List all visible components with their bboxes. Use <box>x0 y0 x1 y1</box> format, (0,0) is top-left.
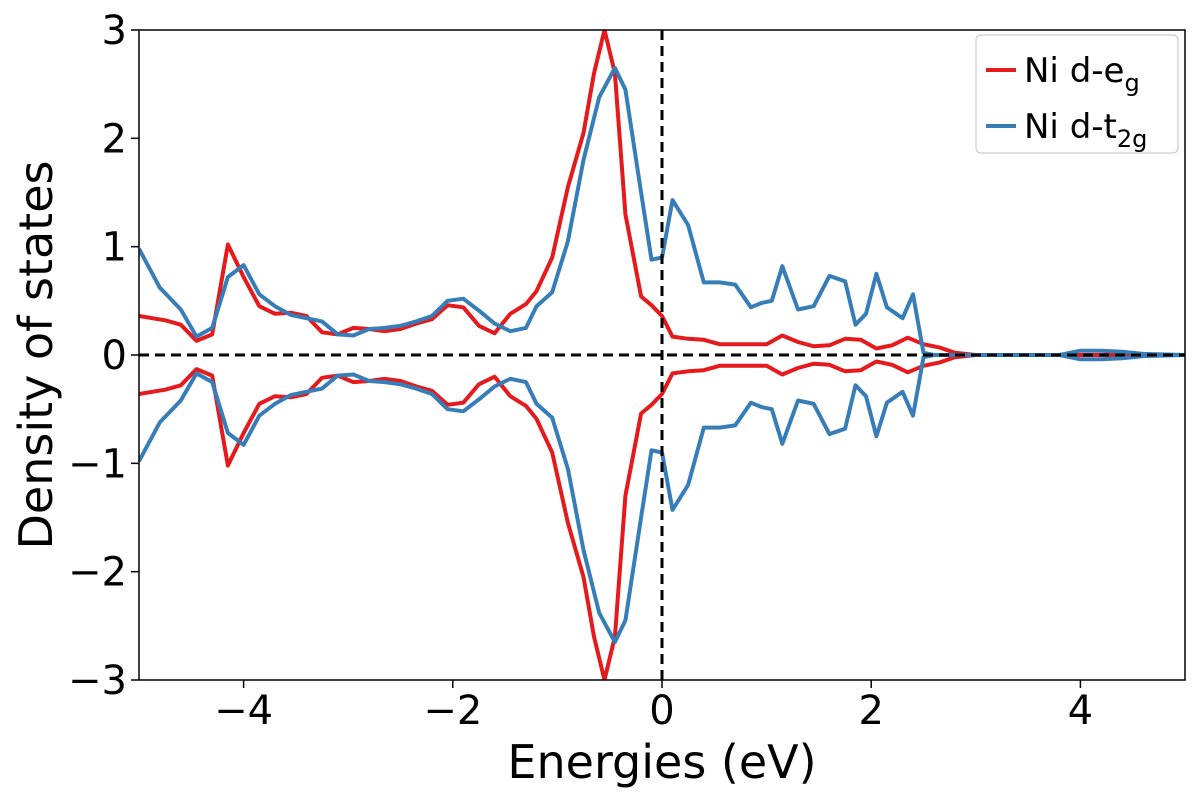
x-axis-ticks: −4 −2 0 2 4 <box>214 680 1093 734</box>
y-axis-ticks: −3 −2 −1 0 1 2 3 <box>68 8 139 704</box>
x-tick-label: −2 <box>423 688 482 734</box>
legend-box <box>975 34 1179 154</box>
x-tick-label: 0 <box>649 688 674 734</box>
y-axis-title: Density of states <box>9 161 63 550</box>
legend: Ni d-eg Ni d-t2g <box>975 34 1179 154</box>
y-tick-label: −2 <box>68 550 127 596</box>
series-1-up-line <box>139 65 1185 357</box>
y-tick-label: 3 <box>102 8 127 54</box>
series-1-down-line <box>139 353 1185 645</box>
plot-area <box>139 30 1185 680</box>
legend-label-0: Ni d-eg <box>1024 51 1140 97</box>
y-tick-label: −3 <box>68 658 127 704</box>
y-tick-label: 2 <box>102 116 127 162</box>
series-layer <box>139 30 1185 680</box>
x-tick-label: 2 <box>858 688 883 734</box>
y-tick-label: 1 <box>102 225 127 271</box>
y-tick-label: 0 <box>102 333 127 379</box>
series-0-up-line <box>139 30 1185 357</box>
series-0-down-line <box>139 353 1185 680</box>
x-tick-label: −4 <box>214 688 273 734</box>
y-tick-label: −1 <box>68 441 127 487</box>
legend-label-1: Ni d-t2g <box>1024 107 1147 153</box>
x-tick-label: 4 <box>1068 688 1093 734</box>
x-axis-title: Energies (eV) <box>507 735 816 789</box>
